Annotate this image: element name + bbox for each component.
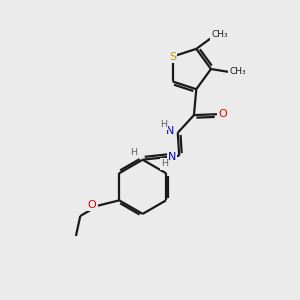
Text: H: H [160, 120, 167, 129]
Text: N: N [168, 152, 176, 162]
Text: N: N [166, 126, 175, 136]
Text: O: O [88, 200, 97, 210]
Text: H: H [130, 148, 137, 157]
Text: CH₃: CH₃ [229, 67, 246, 76]
Text: CH₃: CH₃ [211, 30, 228, 39]
Text: H: H [161, 160, 168, 169]
Text: S: S [169, 52, 176, 61]
Text: O: O [218, 109, 227, 119]
